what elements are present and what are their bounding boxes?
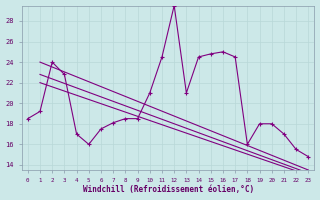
X-axis label: Windchill (Refroidissement éolien,°C): Windchill (Refroidissement éolien,°C)	[83, 185, 254, 194]
